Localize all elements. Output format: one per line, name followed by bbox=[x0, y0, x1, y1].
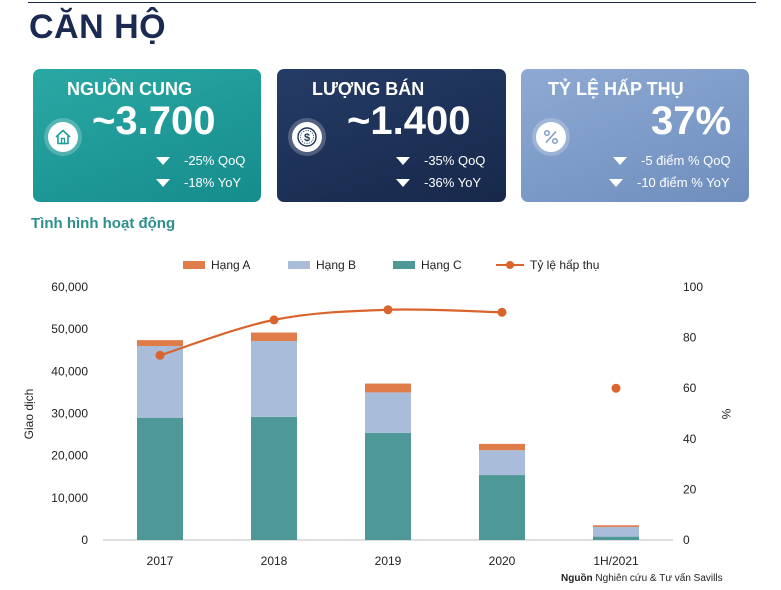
bar-hạng-b bbox=[479, 450, 525, 476]
legend-swatch bbox=[393, 261, 415, 269]
supply-card-title: NGUỒN CUNG bbox=[67, 79, 192, 99]
absorption-yoy-change: -10 điểm % YoY bbox=[609, 175, 730, 190]
legend-swatch bbox=[288, 261, 310, 269]
sales-yoy-change: -36% YoY bbox=[396, 175, 481, 190]
y2-axis-title: % bbox=[719, 409, 733, 420]
legend-marker bbox=[506, 261, 514, 269]
y-axis-title: Giao dịch bbox=[22, 389, 36, 440]
y-tick-label: 20,000 bbox=[51, 449, 88, 463]
absorption-card-title: TỶ LỆ HẤP THỤ bbox=[548, 79, 684, 99]
x-tick-label: 1H/2021 bbox=[593, 554, 639, 568]
absorption-card: TỶ LỆ HẤP THỤ 37% -5 điểm % QoQ -10 điểm… bbox=[521, 69, 749, 202]
legend-label: Hạng C bbox=[421, 258, 462, 272]
bar-hạng-a bbox=[137, 340, 183, 347]
x-tick-label: 2018 bbox=[261, 554, 288, 568]
absorption-rate-point bbox=[155, 350, 165, 360]
section-title: Tình hình hoạt động bbox=[31, 215, 176, 232]
dollar-coin-icon: $ bbox=[288, 118, 326, 156]
bar-hạng-a bbox=[593, 525, 639, 527]
absorption-rate-line bbox=[159, 308, 503, 357]
bar-hạng-c bbox=[251, 416, 297, 540]
x-tick-label: 2020 bbox=[489, 554, 516, 568]
supply-yoy-change: -18% YoY bbox=[156, 175, 241, 190]
absorption-card-value: 37% bbox=[651, 99, 732, 143]
source-label: Nguồn bbox=[561, 573, 593, 584]
y2-tick-label: 100 bbox=[683, 280, 703, 294]
absorption-qoq-change: -5 điểm % QoQ bbox=[613, 153, 731, 168]
source-text: Nghiên cứu & Tư vấn Savills bbox=[592, 573, 723, 584]
bar-hạng-b bbox=[593, 526, 639, 537]
source-note: Nguồn Nghiên cứu & Tư vấn Savills bbox=[561, 573, 723, 584]
down-triangle-icon bbox=[156, 178, 170, 187]
page-title: CĂN HỘ bbox=[29, 8, 167, 46]
absorption-rate-point bbox=[383, 305, 393, 315]
supply-card-value: ~3.700 bbox=[92, 99, 216, 143]
sales-card: LƯỢNG BÁN $ ~1.400 -35% QoQ -36% YoY bbox=[277, 69, 506, 202]
legend-label: Hạng B bbox=[316, 258, 356, 272]
down-triangle-icon bbox=[396, 178, 410, 187]
bar-hạng-b bbox=[251, 340, 297, 417]
legend-swatch bbox=[183, 261, 205, 269]
y2-tick-label: 80 bbox=[683, 331, 697, 345]
down-triangle-icon bbox=[609, 178, 623, 187]
bar-hạng-a bbox=[251, 332, 297, 341]
y-tick-label: 10,000 bbox=[51, 491, 88, 505]
legend-label: Hạng A bbox=[211, 258, 250, 272]
supply-qoq-change: -25% QoQ bbox=[156, 153, 245, 168]
absorption-rate-point bbox=[269, 315, 279, 325]
y2-tick-label: 40 bbox=[683, 432, 697, 446]
y-tick-label: 30,000 bbox=[51, 407, 88, 421]
legend-label: Tỷ lệ hấp thụ bbox=[530, 258, 599, 272]
bar-hạng-c bbox=[137, 417, 183, 540]
percent-icon bbox=[532, 118, 570, 156]
y-tick-label: 50,000 bbox=[51, 322, 88, 336]
x-tick-label: 2017 bbox=[147, 554, 174, 568]
sales-card-value: ~1.400 bbox=[347, 99, 471, 143]
y2-tick-label: 60 bbox=[683, 381, 697, 395]
sales-card-title: LƯỢNG BÁN bbox=[312, 79, 425, 99]
bar-hạng-c bbox=[593, 536, 639, 540]
bar-hạng-b bbox=[365, 392, 411, 433]
absorption-rate-point bbox=[497, 307, 507, 317]
down-triangle-icon bbox=[396, 156, 410, 165]
absorption-rate-point bbox=[611, 383, 621, 393]
bar-hạng-a bbox=[365, 383, 411, 393]
svg-text:$: $ bbox=[304, 132, 310, 144]
y-tick-label: 60,000 bbox=[51, 280, 88, 294]
bar-hạng-c bbox=[365, 432, 411, 540]
header-rule bbox=[28, 2, 756, 3]
y2-tick-label: 0 bbox=[683, 533, 690, 547]
bar-hạng-c bbox=[479, 475, 525, 540]
y-tick-label: 0 bbox=[81, 533, 88, 547]
sales-qoq-change: -35% QoQ bbox=[396, 153, 485, 168]
down-triangle-icon bbox=[613, 156, 627, 165]
x-tick-label: 2019 bbox=[375, 554, 402, 568]
y-tick-label: 40,000 bbox=[51, 364, 88, 378]
house-icon bbox=[44, 118, 82, 156]
down-triangle-icon bbox=[156, 156, 170, 165]
supply-card: NGUỒN CUNG ~3.700 -25% QoQ -18% YoY bbox=[33, 69, 261, 202]
bar-hạng-a bbox=[479, 443, 525, 451]
y2-tick-label: 20 bbox=[683, 482, 697, 496]
